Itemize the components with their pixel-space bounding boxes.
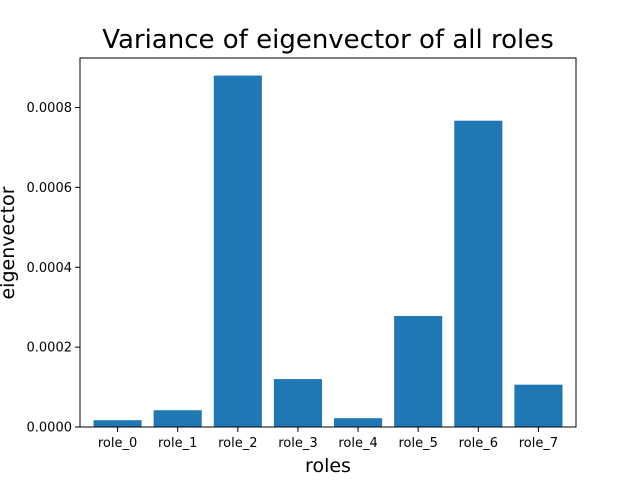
x-axis-label: roles (305, 455, 351, 477)
chart-title: Variance of eigenvector of all roles (102, 25, 554, 55)
x-tick-label: role_5 (398, 436, 437, 451)
y-tick-label: 0.0002 (27, 341, 73, 356)
x-tick-label: role_2 (218, 436, 257, 451)
y-axis-label: eigenvector (0, 186, 19, 299)
y-tick-label: 0.0006 (27, 181, 73, 196)
bar-role-6 (454, 120, 503, 427)
x-tick-label: role_1 (158, 436, 197, 451)
y-tick-label: 0.0008 (27, 101, 73, 116)
bar-role-2 (213, 75, 262, 427)
x-tick-label: role_4 (338, 436, 377, 451)
x-axis: role_0 role_1 role_2 role_3 role_4 role_5 role… (98, 427, 558, 451)
bar-role-7 (514, 384, 563, 427)
bar-role-1 (153, 410, 202, 427)
bars-group (93, 75, 563, 427)
x-tick-label: role_0 (98, 436, 137, 451)
bar-role-5 (394, 315, 443, 427)
x-tick-label: role_6 (459, 436, 498, 451)
bar-role-4 (334, 418, 383, 427)
y-tick-label: 0.0000 (27, 421, 73, 436)
bar-role-0 (93, 420, 142, 427)
plot-frame (79, 57, 577, 428)
x-tick-label: role_3 (278, 436, 317, 451)
bar-role-3 (273, 379, 322, 427)
y-axis: 0.0000 0.0002 0.0004 0.0006 0.0008 (27, 101, 80, 436)
y-tick-label: 0.0004 (27, 261, 73, 276)
x-tick-label: role_7 (519, 436, 558, 451)
